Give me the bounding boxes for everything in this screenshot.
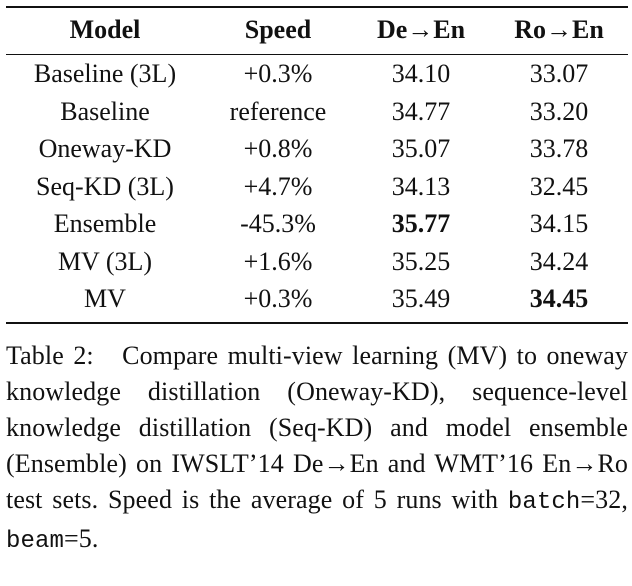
cell-speed: +0.8% bbox=[243, 134, 313, 163]
table-bottom-rule bbox=[6, 321, 628, 324]
table-row: Seq-KD (3L) +4.7% 34.13 32.45 bbox=[6, 168, 628, 206]
column-header-ro-en: Ro→En bbox=[514, 15, 604, 44]
cell-de-en: 34.10 bbox=[391, 59, 451, 88]
table-figure: Model Speed De→En Ro→En Baseline (3L) +0… bbox=[6, 6, 628, 586]
cell-model: Baseline bbox=[60, 96, 150, 126]
cell-ro-en: 32.45 bbox=[529, 171, 589, 201]
cell-model: Ensemble bbox=[53, 209, 157, 238]
header-row: Model Speed De→En Ro→En bbox=[6, 8, 628, 52]
cell-speed: +0.3% bbox=[243, 284, 313, 313]
cell-speed: +4.7% bbox=[243, 171, 313, 201]
cell-de-en: 34.77 bbox=[391, 96, 451, 126]
cell-model: MV bbox=[84, 284, 126, 313]
caption-text-batch-value: =32, bbox=[580, 484, 628, 514]
caption-label: Table 2: bbox=[6, 340, 94, 370]
table-header-rule bbox=[6, 54, 628, 55]
cell-ro-en: 33.07 bbox=[529, 59, 589, 88]
cell-model: Seq-KD (3L) bbox=[36, 171, 174, 201]
cell-ro-en-best: 34.45 bbox=[529, 284, 589, 313]
table-row: Baseline reference 34.77 33.20 bbox=[6, 93, 628, 131]
caption-text: Compare multi-view learning (MV) to onew… bbox=[6, 340, 628, 514]
table-top-rule bbox=[6, 6, 628, 8]
results-table-body: Baseline (3L) +0.3% 34.10 33.07 Baseline… bbox=[6, 55, 628, 318]
column-header-speed: Speed bbox=[244, 15, 312, 44]
cell-speed: reference bbox=[229, 96, 327, 126]
table-row: Ensemble -45.3% 35.77 34.15 bbox=[6, 205, 628, 243]
cell-ro-en: 33.78 bbox=[529, 134, 589, 163]
cell-ro-en: 34.24 bbox=[529, 246, 589, 276]
table-row: Oneway-KD +0.8% 35.07 33.78 bbox=[6, 130, 628, 168]
table-row: MV +0.3% 35.49 34.45 bbox=[6, 280, 628, 318]
column-header-de-en: De→En bbox=[376, 15, 466, 44]
results-table: Model Speed De→En Ro→En bbox=[6, 8, 628, 52]
column-header-model: Model bbox=[69, 15, 141, 44]
cell-speed: +1.6% bbox=[243, 246, 313, 276]
cell-de-en-best: 35.77 bbox=[391, 209, 451, 238]
cell-ro-en: 33.20 bbox=[529, 96, 589, 126]
cell-model: MV (3L) bbox=[57, 246, 153, 276]
table-caption: Table 2: Compare multi-view learning (MV… bbox=[6, 338, 628, 560]
cell-model: Baseline (3L) bbox=[33, 59, 177, 88]
cell-de-en: 34.13 bbox=[391, 171, 451, 201]
cell-de-en: 35.25 bbox=[391, 246, 451, 276]
cell-ro-en: 34.15 bbox=[529, 209, 589, 238]
caption-text-beam-value: =5. bbox=[64, 523, 99, 553]
caption-code-beam: beam bbox=[6, 527, 65, 555]
cell-de-en: 35.49 bbox=[391, 284, 451, 313]
cell-speed: +0.3% bbox=[243, 59, 313, 88]
table-row: Baseline (3L) +0.3% 34.10 33.07 bbox=[6, 55, 628, 93]
table-row: MV (3L) +1.6% 35.25 34.24 bbox=[6, 243, 628, 281]
cell-de-en: 35.07 bbox=[391, 134, 451, 163]
caption-code-batch: batch bbox=[507, 488, 581, 516]
cell-speed: -45.3% bbox=[240, 209, 316, 238]
cell-model: Oneway-KD bbox=[38, 134, 172, 163]
